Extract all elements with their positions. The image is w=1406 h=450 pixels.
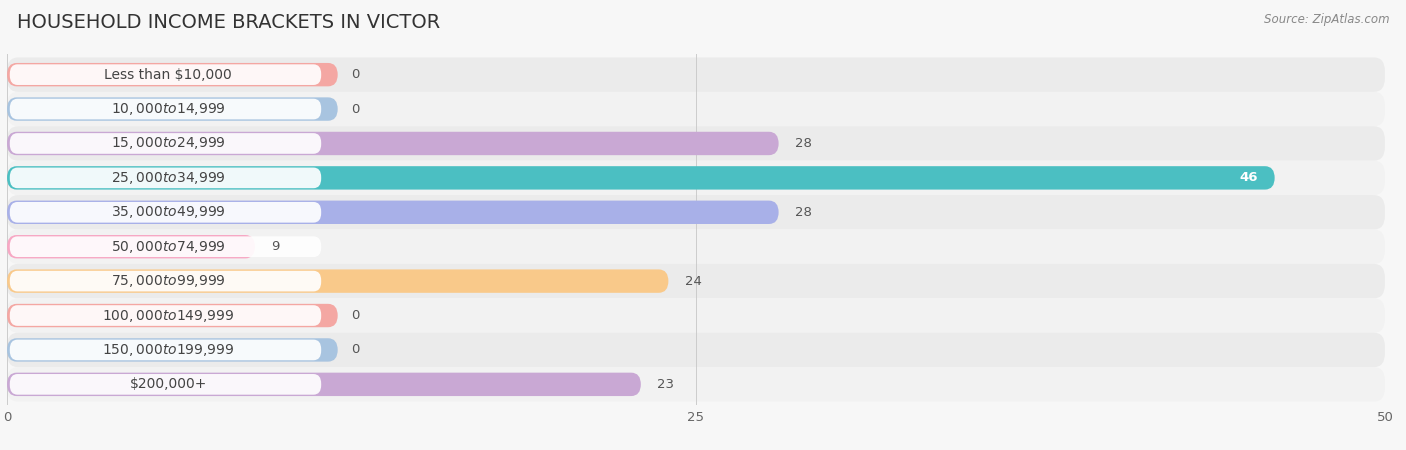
FancyBboxPatch shape [10, 64, 321, 85]
FancyBboxPatch shape [10, 271, 321, 292]
FancyBboxPatch shape [7, 333, 1385, 367]
FancyBboxPatch shape [10, 167, 321, 188]
Text: $100,000 to $149,999: $100,000 to $149,999 [103, 307, 235, 324]
Text: $150,000 to $199,999: $150,000 to $199,999 [103, 342, 235, 358]
FancyBboxPatch shape [7, 126, 1385, 161]
Text: Less than $10,000: Less than $10,000 [104, 68, 232, 81]
Text: $75,000 to $99,999: $75,000 to $99,999 [111, 273, 225, 289]
Text: $25,000 to $34,999: $25,000 to $34,999 [111, 170, 225, 186]
FancyBboxPatch shape [10, 133, 321, 154]
FancyBboxPatch shape [7, 304, 337, 327]
Text: $35,000 to $49,999: $35,000 to $49,999 [111, 204, 225, 220]
FancyBboxPatch shape [7, 63, 337, 86]
Text: 0: 0 [352, 68, 360, 81]
FancyBboxPatch shape [7, 298, 1385, 333]
FancyBboxPatch shape [7, 58, 1385, 92]
FancyBboxPatch shape [7, 161, 1385, 195]
Text: $200,000+: $200,000+ [129, 378, 207, 392]
Text: 24: 24 [685, 274, 702, 288]
Text: HOUSEHOLD INCOME BRACKETS IN VICTOR: HOUSEHOLD INCOME BRACKETS IN VICTOR [17, 14, 440, 32]
FancyBboxPatch shape [10, 374, 321, 395]
Text: 23: 23 [658, 378, 675, 391]
Text: $50,000 to $74,999: $50,000 to $74,999 [111, 238, 225, 255]
FancyBboxPatch shape [7, 264, 1385, 298]
Text: 0: 0 [352, 343, 360, 356]
FancyBboxPatch shape [10, 202, 321, 223]
FancyBboxPatch shape [10, 340, 321, 360]
FancyBboxPatch shape [7, 97, 337, 121]
FancyBboxPatch shape [7, 132, 779, 155]
FancyBboxPatch shape [10, 99, 321, 119]
Text: 28: 28 [796, 137, 813, 150]
FancyBboxPatch shape [7, 270, 668, 293]
Text: 9: 9 [271, 240, 280, 253]
FancyBboxPatch shape [7, 92, 1385, 126]
FancyBboxPatch shape [10, 236, 321, 257]
Text: $10,000 to $14,999: $10,000 to $14,999 [111, 101, 225, 117]
FancyBboxPatch shape [7, 338, 337, 362]
FancyBboxPatch shape [7, 195, 1385, 230]
FancyBboxPatch shape [10, 305, 321, 326]
FancyBboxPatch shape [7, 235, 254, 258]
Text: 0: 0 [352, 309, 360, 322]
FancyBboxPatch shape [7, 201, 779, 224]
FancyBboxPatch shape [7, 373, 641, 396]
FancyBboxPatch shape [7, 367, 1385, 401]
Text: 28: 28 [796, 206, 813, 219]
FancyBboxPatch shape [7, 166, 1275, 189]
Text: 0: 0 [352, 103, 360, 116]
Text: $15,000 to $24,999: $15,000 to $24,999 [111, 135, 225, 152]
Text: 46: 46 [1240, 171, 1258, 184]
Text: Source: ZipAtlas.com: Source: ZipAtlas.com [1264, 14, 1389, 27]
FancyBboxPatch shape [7, 230, 1385, 264]
